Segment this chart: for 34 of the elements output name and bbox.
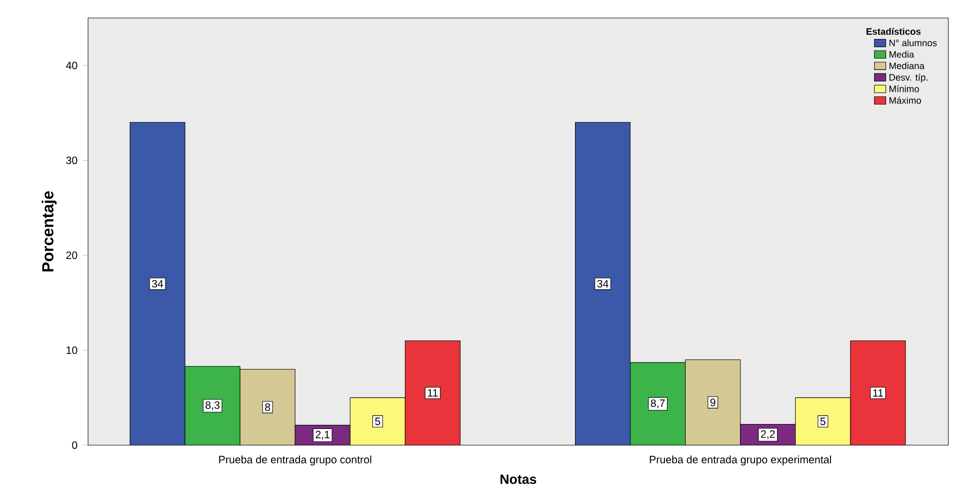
data-label: 2,2: [761, 430, 775, 440]
data-label: 11: [873, 389, 883, 397]
legend-title: Estadísticos: [866, 28, 921, 35]
bar: [184, 366, 240, 446]
legend-label: N° alumnos: [890, 39, 937, 46]
data-label: 34: [152, 280, 164, 288]
x-tick-label: Prueba de entrada grupo control: [219, 455, 372, 466]
legend-label: Mediana: [890, 62, 925, 70]
legend-label: Mínimo: [890, 85, 919, 92]
y-tick-label: 20: [66, 251, 78, 259]
data-label: 8: [265, 403, 270, 411]
data-label: 34: [597, 280, 608, 288]
y-tick-label: 10: [66, 346, 78, 354]
bar: [130, 122, 186, 446]
legend-label: Desv. típ.: [890, 74, 928, 82]
data-label: 11: [428, 389, 438, 397]
bar: [350, 397, 406, 446]
y-tick-label: 40: [66, 62, 78, 70]
y-tick-label: 0: [72, 441, 78, 449]
legend-label: Media: [890, 50, 914, 58]
data-label: 2,1: [316, 430, 330, 440]
data-label: 5: [375, 418, 380, 426]
bar: [795, 397, 851, 446]
x-axis-title: Notas: [500, 474, 536, 484]
legend-label: Máximo: [890, 96, 921, 104]
y-tick-label: 30: [66, 156, 78, 164]
y-axis-title: Porcentaje: [42, 191, 57, 272]
data-label: 9: [710, 398, 716, 406]
bar: [630, 362, 686, 446]
data-label: 8,3: [206, 401, 220, 410]
data-label: 8,7: [650, 399, 665, 408]
data-label: 5: [820, 418, 826, 426]
x-tick-label: Prueba de entrada grupo experimental: [650, 455, 831, 466]
bar: [575, 122, 631, 446]
